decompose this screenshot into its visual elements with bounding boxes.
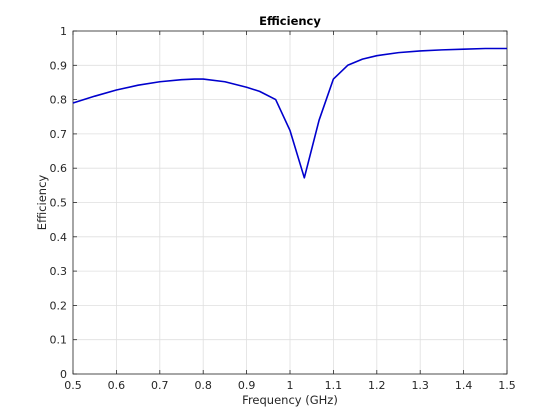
x-tick-label: 1.1 — [325, 379, 343, 392]
axis-ticks — [72, 30, 508, 375]
y-tick-label: 0.2 — [50, 299, 68, 312]
x-axis-label: Frequency (GHz) — [242, 393, 338, 407]
x-tick-label: 0.5 — [64, 379, 82, 392]
y-axis-label: Efficiency — [35, 175, 49, 231]
y-tick-label: 0.3 — [50, 265, 68, 278]
series-layer — [72, 47, 507, 179]
x-tick-label: 1.4 — [455, 379, 473, 392]
x-tick-label: 0.9 — [238, 379, 256, 392]
x-tick-label: 1.5 — [498, 379, 516, 392]
x-tick-label: 0.6 — [108, 379, 126, 392]
y-tick-label: 0.4 — [50, 231, 68, 244]
x-tick-label: 0.7 — [151, 379, 169, 392]
x-tick-label: 1.2 — [368, 379, 386, 392]
x-tick-label: 1 — [287, 379, 294, 392]
y-tick-label: 0.1 — [50, 334, 68, 347]
y-tick-labels: 0 0.1 0.2 0.3 0.4 0.5 0.6 0.7 0.8 0.9 1 — [50, 25, 68, 381]
y-tick-label: 0.6 — [50, 162, 68, 175]
x-tick-label: 0.8 — [194, 379, 212, 392]
efficiency-line — [72, 47, 507, 179]
y-tick-label: 0.8 — [50, 94, 68, 107]
x-tick-labels: 0.5 0.6 0.7 0.8 0.9 1 1.1 1.2 1.3 1.4 1.5 — [64, 379, 516, 392]
x-tick-label: 1.3 — [411, 379, 429, 392]
y-tick-label: 0 — [60, 368, 67, 381]
y-tick-label: 0.9 — [50, 59, 68, 72]
y-tick-label: 0.5 — [50, 197, 68, 210]
y-tick-label: 0.7 — [50, 128, 68, 141]
chart-title: Efficiency — [259, 14, 321, 28]
y-tick-label: 1 — [60, 25, 67, 38]
